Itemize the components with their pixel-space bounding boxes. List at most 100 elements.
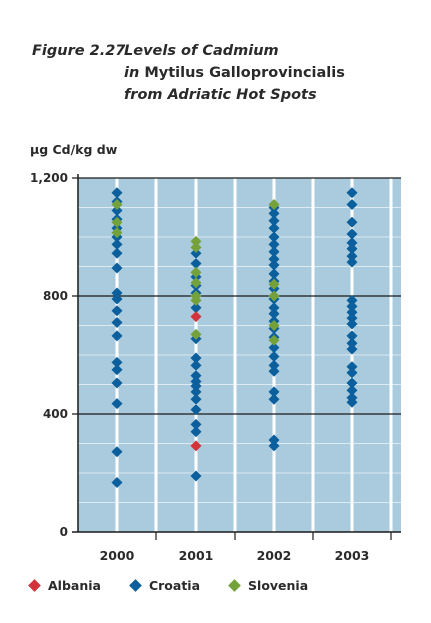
data-point-croatia — [111, 204, 123, 216]
data-point-croatia — [268, 350, 280, 362]
data-point-croatia — [268, 434, 280, 446]
data-point-croatia — [111, 446, 123, 458]
y-tick-label: 0 — [60, 525, 68, 539]
data-point-slovenia — [268, 278, 280, 290]
data-point-croatia — [190, 359, 202, 371]
data-point-croatia — [111, 187, 123, 199]
legend-label-albania: Albania — [48, 578, 101, 593]
legend-item-slovenia: Slovenia — [228, 578, 308, 593]
legend-swatch-croatia — [129, 579, 142, 592]
legend-label-croatia: Croatia — [148, 578, 201, 593]
data-point-croatia — [346, 384, 358, 396]
data-point-croatia — [111, 364, 123, 376]
title-line-2-prefix: in — [124, 65, 140, 81]
data-point-croatia — [268, 231, 280, 243]
data-point-croatia — [190, 426, 202, 438]
data-point-croatia — [190, 247, 202, 259]
legend-swatch-slovenia — [228, 579, 241, 592]
data-point-slovenia — [190, 266, 202, 278]
data-point-croatia — [111, 317, 123, 329]
data-point-croatia — [111, 293, 123, 305]
data-point-slovenia — [190, 235, 202, 247]
data-point-croatia — [111, 238, 123, 250]
data-point-croatia — [268, 268, 280, 280]
legend-item-albania: Albania — [28, 578, 101, 593]
data-point-slovenia — [268, 334, 280, 346]
data-point-croatia — [346, 306, 358, 318]
data-point-croatia — [111, 247, 123, 259]
data-point-albania — [190, 311, 202, 323]
data-point-croatia — [268, 259, 280, 271]
title-line-2-species: Mytilus Galloprovincialis — [144, 65, 345, 81]
data-point-croatia — [268, 238, 280, 250]
data-point-croatia — [346, 343, 358, 355]
data-point-croatia — [346, 367, 358, 379]
figure-title: Figure 2.27Levels of Cadmium in Mytilus … — [32, 40, 345, 106]
data-point-slovenia — [111, 227, 123, 239]
data-point-croatia — [346, 199, 358, 211]
data-point-croatia — [268, 308, 280, 320]
data-point-croatia — [268, 386, 280, 398]
data-point-croatia — [268, 215, 280, 227]
y-tick-label: 800 — [43, 289, 68, 303]
data-point-croatia — [111, 287, 123, 299]
data-point-croatia — [346, 300, 358, 312]
figure-number: Figure 2.27 — [32, 43, 126, 59]
data-point-croatia — [190, 470, 202, 482]
data-point-croatia — [111, 305, 123, 317]
data-point-croatia — [111, 330, 123, 342]
data-point-croatia — [268, 246, 280, 258]
data-point-croatia — [111, 262, 123, 274]
data-point-croatia — [346, 377, 358, 389]
data-point-slovenia — [190, 328, 202, 340]
data-point-croatia — [111, 476, 123, 488]
data-point-albania — [190, 440, 202, 452]
legend-swatch-albania — [28, 579, 41, 592]
data-point-croatia — [346, 237, 358, 249]
data-point-croatia — [268, 393, 280, 405]
x-tick-label: 2003 — [335, 548, 370, 563]
y-axis-unit-label: µg Cd/kg dw — [30, 142, 118, 157]
data-point-croatia — [268, 365, 280, 377]
data-point-croatia — [346, 228, 358, 240]
data-point-slovenia — [190, 241, 202, 253]
y-tick-label: 400 — [43, 407, 68, 421]
data-point-croatia — [346, 256, 358, 268]
data-point-croatia — [268, 440, 280, 452]
data-point-slovenia — [190, 294, 202, 306]
data-point-croatia — [346, 330, 358, 342]
data-point-croatia — [346, 396, 358, 408]
data-point-croatia — [111, 356, 123, 368]
data-point-croatia — [268, 359, 280, 371]
title-line-3: from Adriatic Hot Spots — [124, 87, 317, 103]
data-point-croatia — [190, 370, 202, 382]
data-point-croatia — [268, 253, 280, 265]
data-point-croatia — [190, 393, 202, 405]
data-point-croatia — [346, 312, 358, 324]
data-point-slovenia — [111, 199, 123, 211]
data-point-croatia — [190, 386, 202, 398]
data-point-croatia — [190, 352, 202, 364]
data-point-slovenia — [111, 216, 123, 228]
x-tick-label: 2000 — [100, 548, 135, 563]
data-point-croatia — [111, 398, 123, 410]
data-point-slovenia — [268, 199, 280, 211]
data-point-croatia — [346, 294, 358, 306]
x-tick-label: 2002 — [257, 548, 292, 563]
data-point-croatia — [190, 418, 202, 430]
data-point-croatia — [346, 361, 358, 373]
data-point-croatia — [346, 187, 358, 199]
data-point-slovenia — [268, 290, 280, 302]
data-point-croatia — [268, 342, 280, 354]
data-point-croatia — [346, 216, 358, 228]
data-point-croatia — [346, 337, 358, 349]
x-tick-label: 2001 — [179, 548, 214, 563]
data-point-croatia — [268, 302, 280, 314]
data-point-slovenia — [268, 320, 280, 331]
data-point-croatia — [111, 377, 123, 389]
data-point-croatia — [190, 258, 202, 270]
data-point-croatia — [190, 404, 202, 416]
data-point-croatia — [190, 302, 202, 314]
data-point-slovenia — [190, 277, 202, 289]
